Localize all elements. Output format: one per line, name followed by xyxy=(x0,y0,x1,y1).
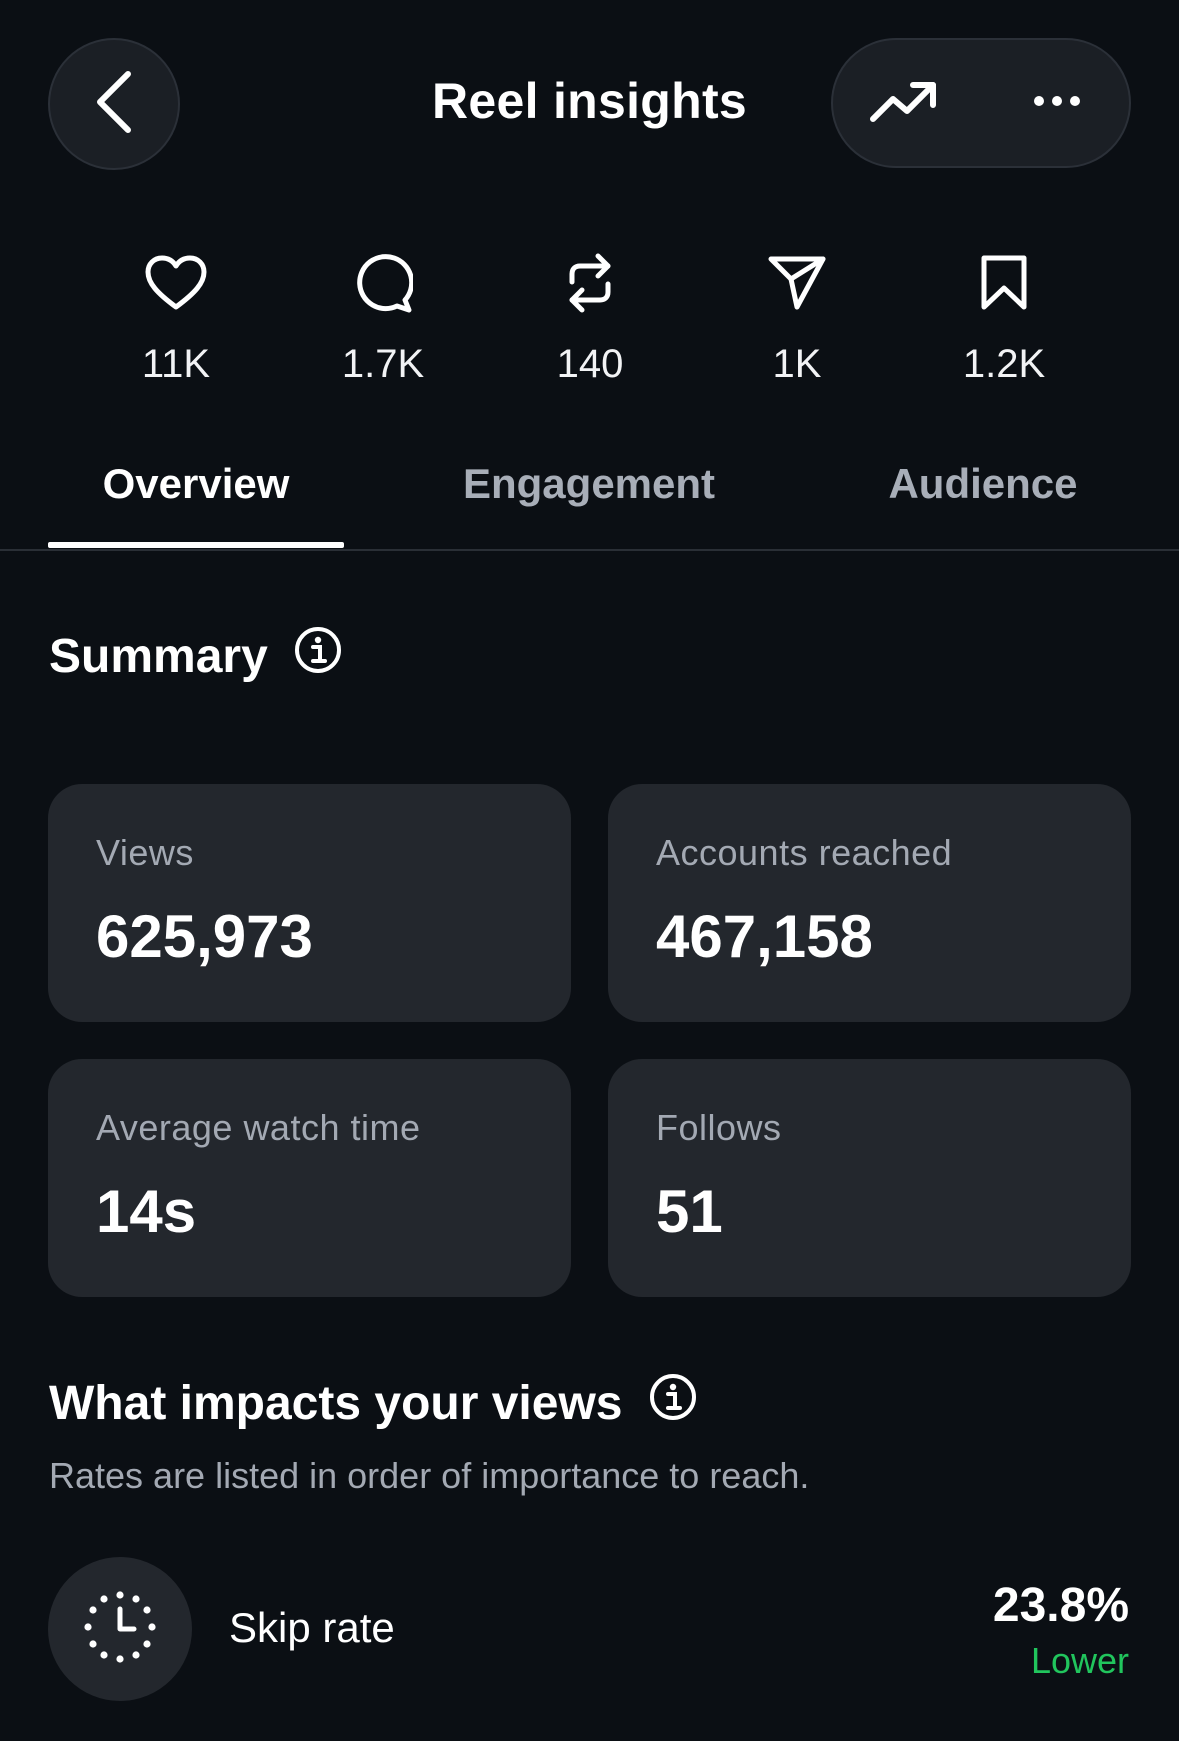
trending-icon[interactable] xyxy=(869,79,937,128)
impact-row-comparison: Lower xyxy=(1030,1640,1129,1681)
tab-audience[interactable]: Audience xyxy=(888,460,1078,507)
info-icon[interactable] xyxy=(294,626,342,686)
metric-card-accounts-reached[interactable]: Accounts reached 467,158 xyxy=(608,784,1131,1022)
repost-icon xyxy=(564,248,616,318)
impacts-header: What impacts your views xyxy=(49,1373,697,1433)
heart-icon xyxy=(145,248,207,318)
summary-header: Summary xyxy=(49,626,342,686)
impact-row-label: Skip rate xyxy=(229,1604,395,1651)
stat-likes[interactable]: 11K xyxy=(96,248,256,387)
tab-bar: Overview Engagement Audience xyxy=(0,450,1179,550)
metric-label: Follows xyxy=(656,1107,782,1148)
metric-card-views[interactable]: Views 625,973 xyxy=(48,784,571,1022)
stat-value: 1K xyxy=(772,342,822,386)
impacts-title: What impacts your views xyxy=(49,1376,623,1430)
stat-shares[interactable]: 1K xyxy=(717,248,877,387)
page-title: Reel insights xyxy=(431,73,748,129)
metric-label: Average watch time xyxy=(96,1107,421,1148)
metric-value: 467,158 xyxy=(656,903,873,970)
impacts-subtitle: Rates are listed in order of importance … xyxy=(49,1455,810,1496)
impact-row-icon-wrap xyxy=(48,1557,192,1701)
stat-value: 1.2K xyxy=(962,342,1046,386)
header-actions xyxy=(831,38,1131,168)
tab-divider xyxy=(0,549,1179,551)
bookmark-icon xyxy=(980,248,1028,318)
summary-title: Summary xyxy=(49,629,268,683)
more-options-icon[interactable] xyxy=(1033,94,1081,112)
tab-overview[interactable]: Overview xyxy=(102,460,290,507)
stopwatch-icon xyxy=(84,1590,156,1668)
stat-comments[interactable]: 1.7K xyxy=(303,248,463,387)
active-tab-indicator xyxy=(48,542,344,548)
metric-value: 51 xyxy=(656,1178,723,1245)
tab-engagement[interactable]: Engagement xyxy=(462,460,716,507)
metric-card-follows[interactable]: Follows 51 xyxy=(608,1059,1131,1297)
metric-card-average-watch-time[interactable]: Average watch time 14s xyxy=(48,1059,571,1297)
back-button[interactable] xyxy=(48,38,180,170)
metric-label: Views xyxy=(96,832,194,873)
metric-value: 14s xyxy=(96,1178,197,1245)
info-icon[interactable] xyxy=(649,1373,697,1433)
stat-value: 11K xyxy=(141,342,211,386)
chevron-left-icon xyxy=(94,70,134,139)
metric-value: 625,973 xyxy=(96,903,313,970)
engagement-stats: 11K 1.7K 140 1K 1.2K xyxy=(0,248,1179,388)
stat-value: 1.7K xyxy=(341,342,425,386)
stat-saves[interactable]: 1.2K xyxy=(924,248,1084,387)
metric-label: Accounts reached xyxy=(656,832,953,873)
comment-icon xyxy=(353,248,413,318)
impact-row-value: 23.8% xyxy=(992,1579,1129,1632)
share-icon xyxy=(767,248,827,318)
stat-reposts[interactable]: 140 xyxy=(510,248,670,387)
stat-value: 140 xyxy=(556,342,624,386)
